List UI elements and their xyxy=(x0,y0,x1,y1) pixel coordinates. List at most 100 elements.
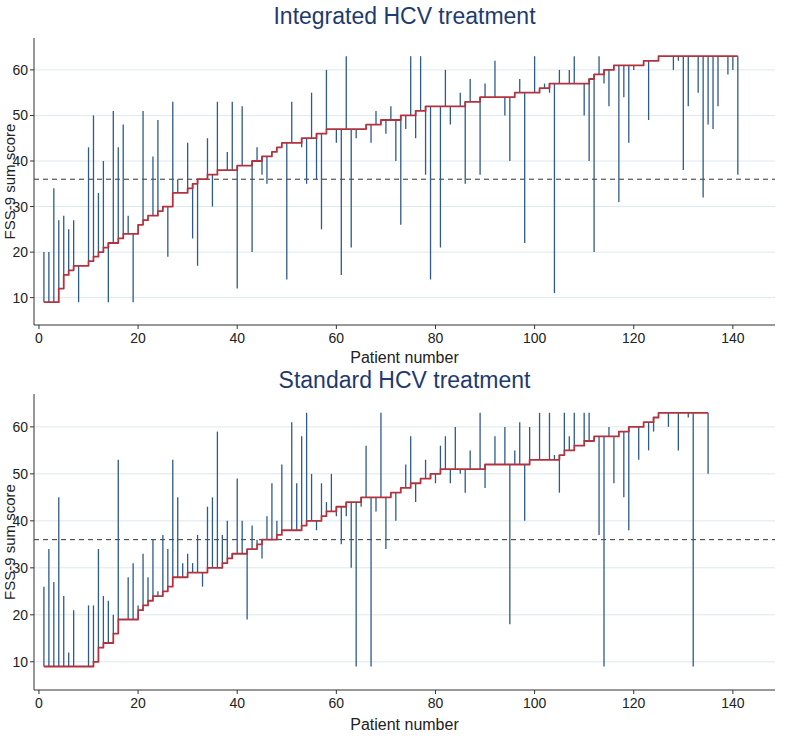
spike xyxy=(598,436,599,535)
spike xyxy=(370,125,371,143)
spike xyxy=(311,474,312,521)
spike xyxy=(356,129,357,138)
spike xyxy=(321,134,322,230)
spike xyxy=(712,56,713,129)
spike xyxy=(192,563,193,572)
spike xyxy=(678,413,679,451)
grid-line xyxy=(34,297,775,298)
panel: 102030405060020406080100120140Integrated… xyxy=(1,3,776,366)
spike xyxy=(470,450,471,469)
spike xyxy=(251,161,252,252)
spike xyxy=(380,413,381,498)
spike xyxy=(266,516,267,539)
spike xyxy=(98,193,99,252)
spike xyxy=(341,129,342,275)
spike xyxy=(306,413,307,521)
spike xyxy=(494,61,495,97)
x-tick-label: 120 xyxy=(622,695,646,711)
spike xyxy=(113,615,114,634)
x-tick-label: 140 xyxy=(721,695,745,711)
spike xyxy=(618,65,619,202)
spike xyxy=(569,70,570,84)
spike xyxy=(207,507,208,568)
spike xyxy=(242,106,243,165)
spike xyxy=(192,184,193,239)
spike xyxy=(212,497,213,567)
y-tick xyxy=(30,661,34,662)
spike xyxy=(152,540,153,596)
spike xyxy=(197,535,198,573)
spike xyxy=(98,549,99,648)
spike xyxy=(737,56,738,174)
spike xyxy=(584,84,585,116)
spike xyxy=(524,93,525,243)
page: {"chart_data": [ {"type": "line", "title… xyxy=(0,0,786,745)
spike xyxy=(683,56,684,170)
spike xyxy=(613,436,614,483)
spike xyxy=(202,573,203,587)
spike xyxy=(410,436,411,483)
spike xyxy=(693,413,694,667)
grid-line xyxy=(34,252,775,253)
spike xyxy=(88,147,89,261)
x-tick xyxy=(732,690,733,694)
spike xyxy=(316,134,317,180)
spike xyxy=(375,497,376,511)
spike xyxy=(232,102,233,170)
spike xyxy=(420,56,421,111)
spike xyxy=(410,56,411,115)
grid-line xyxy=(34,614,775,615)
spike xyxy=(698,56,699,92)
spike xyxy=(707,413,708,474)
x-tick xyxy=(435,325,436,329)
spike xyxy=(237,479,238,554)
figure: 102030405060020406080100120140Integrated… xyxy=(0,0,786,745)
spike xyxy=(271,483,272,539)
spike xyxy=(301,436,302,525)
spike xyxy=(628,427,629,530)
spike xyxy=(217,102,218,170)
spike xyxy=(93,605,94,661)
spike xyxy=(648,61,649,120)
spike xyxy=(341,507,342,545)
spike xyxy=(707,56,708,124)
spike xyxy=(425,106,426,174)
spike xyxy=(242,521,243,554)
x-tick xyxy=(336,690,337,694)
spike xyxy=(296,483,297,530)
x-tick xyxy=(534,690,535,694)
y-tick-label: 50 xyxy=(12,466,28,482)
spike xyxy=(331,474,332,512)
x-tick xyxy=(38,690,39,694)
spike xyxy=(306,138,307,184)
spike xyxy=(43,252,44,302)
x-tick-label: 40 xyxy=(229,330,245,346)
grid-line xyxy=(34,567,775,568)
spike xyxy=(152,156,153,215)
spike xyxy=(73,610,74,666)
x-tick xyxy=(237,325,238,329)
spike xyxy=(395,120,396,161)
spike xyxy=(534,56,535,92)
spike xyxy=(147,577,148,600)
spike xyxy=(390,106,391,120)
spike xyxy=(470,79,471,102)
spike xyxy=(385,120,386,134)
x-tick-label: 20 xyxy=(130,695,146,711)
spike xyxy=(88,605,89,666)
spike xyxy=(628,65,629,142)
x-tick-label: 0 xyxy=(35,330,43,346)
spike xyxy=(326,502,327,511)
plot-area xyxy=(34,413,775,667)
spike xyxy=(732,56,733,70)
spike xyxy=(118,460,119,620)
spike xyxy=(53,188,54,302)
spike xyxy=(717,56,718,106)
y-tick xyxy=(30,115,34,116)
spike xyxy=(346,56,347,129)
spike xyxy=(103,596,104,643)
spike xyxy=(113,111,114,243)
y-tick-label: 50 xyxy=(12,107,28,123)
spike xyxy=(212,175,213,207)
spike xyxy=(638,427,639,460)
